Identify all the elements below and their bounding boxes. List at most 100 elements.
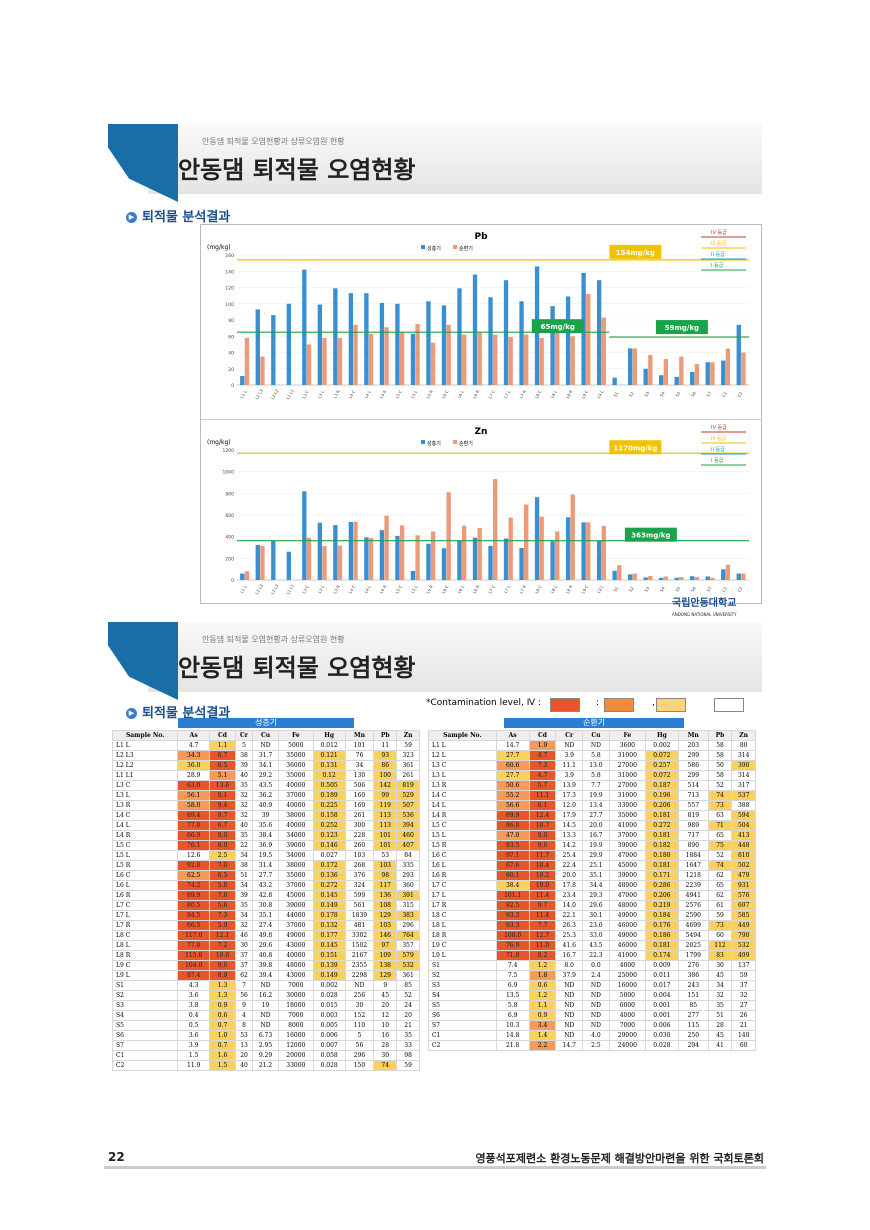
value-cell: 0.272 — [644, 820, 679, 831]
sample-cell: S3 — [428, 980, 497, 991]
value-cell: 63.0 — [177, 780, 211, 791]
value-cell: 63 — [707, 810, 733, 821]
value-cell: 19.9 — [582, 790, 610, 801]
value-cell: 17.8 — [555, 880, 584, 891]
value-cell: 391 — [396, 890, 420, 901]
value-cell: 31.4 — [252, 860, 279, 871]
value-cell: 0.002 — [312, 980, 346, 991]
value-cell: 12.1 — [209, 930, 236, 941]
value-cell: 29.6 — [582, 900, 610, 911]
column-header: Zn — [731, 730, 756, 741]
value-cell: 11.1 — [555, 760, 584, 771]
value-cell: 7.2 — [209, 940, 236, 951]
sample-cell: L8 R — [111, 950, 179, 961]
sample-cell: L2 L — [428, 750, 497, 761]
column-header: Mn — [677, 730, 709, 741]
value-cell: 113 — [373, 810, 398, 821]
value-cell: 499 — [731, 950, 756, 961]
sample-cell: L3 C — [428, 760, 497, 771]
value-cell: 30.1 — [582, 910, 610, 921]
value-cell: 0.003 — [312, 1010, 346, 1021]
value-cell: 22.1 — [555, 910, 584, 921]
value-cell: 108 — [373, 900, 398, 911]
value-cell: 717 — [677, 830, 709, 841]
bar-circulation — [741, 573, 746, 580]
x-tick-label: L6 R — [472, 584, 481, 594]
value-cell: 85 — [396, 980, 420, 991]
x-tick-label: L9 L — [596, 389, 605, 399]
chart-panel: Pb (mg/kg) 성층기 순환기 0 20 40 60 80 100 120 140 160 L1 L… — [200, 224, 762, 607]
value-cell: 9.7 — [528, 900, 557, 911]
value-cell: 296 — [344, 1050, 375, 1061]
bar-circulation — [260, 545, 265, 580]
value-cell: 0.002 — [644, 740, 679, 751]
value-cell: 0.176 — [644, 920, 679, 931]
value-cell: 14.7 — [555, 1040, 584, 1051]
value-cell: 7.7 — [528, 920, 557, 931]
bar-stratified — [721, 569, 726, 580]
value-cell: 315 — [396, 900, 420, 911]
x-tick-label: L3 L — [317, 389, 326, 399]
bar-circulation — [710, 362, 715, 385]
table-row: S7 3.9 0.7 13 2.95 12000 0.007 56 28 33 — [111, 1040, 420, 1051]
value-cell: 74 — [707, 790, 733, 801]
pb-chart: Pb (mg/kg) 성층기 순환기 0 20 40 60 80 100 120 140 160 L1 L… — [207, 230, 749, 400]
table-row: S1 7.4 1.2 8.0 0.0 4000 0.009 276 30 137 — [428, 960, 756, 971]
table-row: L1 L1 28.9 5.1 40 29.2 35000 0.12 130 100 261 — [111, 770, 420, 781]
value-cell: 2.2 — [528, 1040, 557, 1051]
table-row: L8 R 108.0 12.7 25.3 33.0 49000 0.186 5494 60 790 — [428, 930, 756, 941]
value-cell: 39 — [252, 810, 279, 821]
slide-header: 1 안동댐 퇴적물 오염현황과 상류오염원 현황 안동댐 퇴적물 오염현황 — [108, 622, 762, 700]
value-cell: 38000 — [277, 810, 314, 821]
value-cell: 13 — [234, 1040, 254, 1051]
bar-stratified — [240, 376, 245, 385]
value-cell: 27.4 — [252, 920, 279, 931]
value-cell: 20 — [234, 1050, 254, 1061]
sample-cell: L1 L — [111, 740, 179, 751]
sample-cell: L9 C — [111, 960, 179, 971]
value-cell: 0.178 — [312, 910, 346, 921]
value-cell: 20 — [396, 1010, 420, 1021]
x-tick-label: L5 R — [425, 389, 434, 399]
reference-label: 363mg/kg — [631, 532, 670, 540]
x-tick-label: L6 R — [472, 389, 481, 399]
bar-circulation — [337, 337, 343, 385]
x-tick-label: L8 C — [534, 389, 543, 399]
table-row: S1 4.3 1.3 7 ND 7000 0.002 ND 9 85 — [111, 980, 420, 991]
sample-cell: L7 R — [111, 920, 179, 931]
value-cell: 32 — [234, 790, 254, 801]
table-row: L8 L 77.0 7.2 30 29.6 43000 0.145 1502 97 357 — [111, 940, 420, 951]
value-cell: 37.9 — [555, 970, 584, 981]
column-header: Cu — [252, 730, 279, 741]
value-cell: 16.2 — [252, 990, 279, 1001]
value-cell: 0.182 — [644, 840, 679, 851]
value-cell: 39000 — [608, 870, 646, 881]
table-row: L5 R 92.0 7.0 38 31.4 38000 0.172 268 103 335 — [111, 860, 420, 871]
value-cell: 35000 — [608, 810, 646, 821]
value-cell: 506 — [344, 780, 375, 791]
value-cell: 50 — [707, 760, 733, 771]
bar-circulation — [555, 325, 560, 385]
value-cell: 5.8 — [209, 880, 236, 891]
table-row: S5 0.5 0.7 8 ND 8000 0.005 110 10 21 — [111, 1020, 420, 1031]
value-cell: 5.6 — [209, 900, 236, 911]
value-cell: 6.5 — [209, 870, 236, 881]
bar-stratified — [736, 573, 741, 580]
value-cell: 36.9 — [252, 840, 279, 851]
value-cell: 34000 — [277, 850, 314, 861]
value-cell: 27.7 — [582, 810, 610, 821]
value-cell: 69.4 — [177, 810, 211, 821]
value-cell: 30 — [707, 960, 733, 971]
table-row: S7 10.3 3.4 ND ND 7000 0.006 115 28 21 — [428, 1020, 756, 1031]
x-tick-label: L3 L — [317, 584, 326, 594]
bar-stratified — [395, 303, 400, 385]
value-cell: 62.5 — [177, 870, 211, 881]
sample-cell: L5 C — [428, 820, 497, 831]
value-cell: 0.030 — [644, 1030, 679, 1041]
section-heading-text: 퇴적물 분석결과 — [142, 210, 231, 225]
value-cell: 37 — [731, 980, 756, 991]
table-stratified: Sample No. As Cd Cr Cu Fe Hg Mn Pb Zn L1 L 4.7 1.1 5 N… — [111, 730, 420, 1071]
value-cell: 12.7 — [528, 930, 557, 941]
value-cell: 66.5 — [177, 920, 211, 931]
value-cell: 25.3 — [555, 930, 584, 941]
